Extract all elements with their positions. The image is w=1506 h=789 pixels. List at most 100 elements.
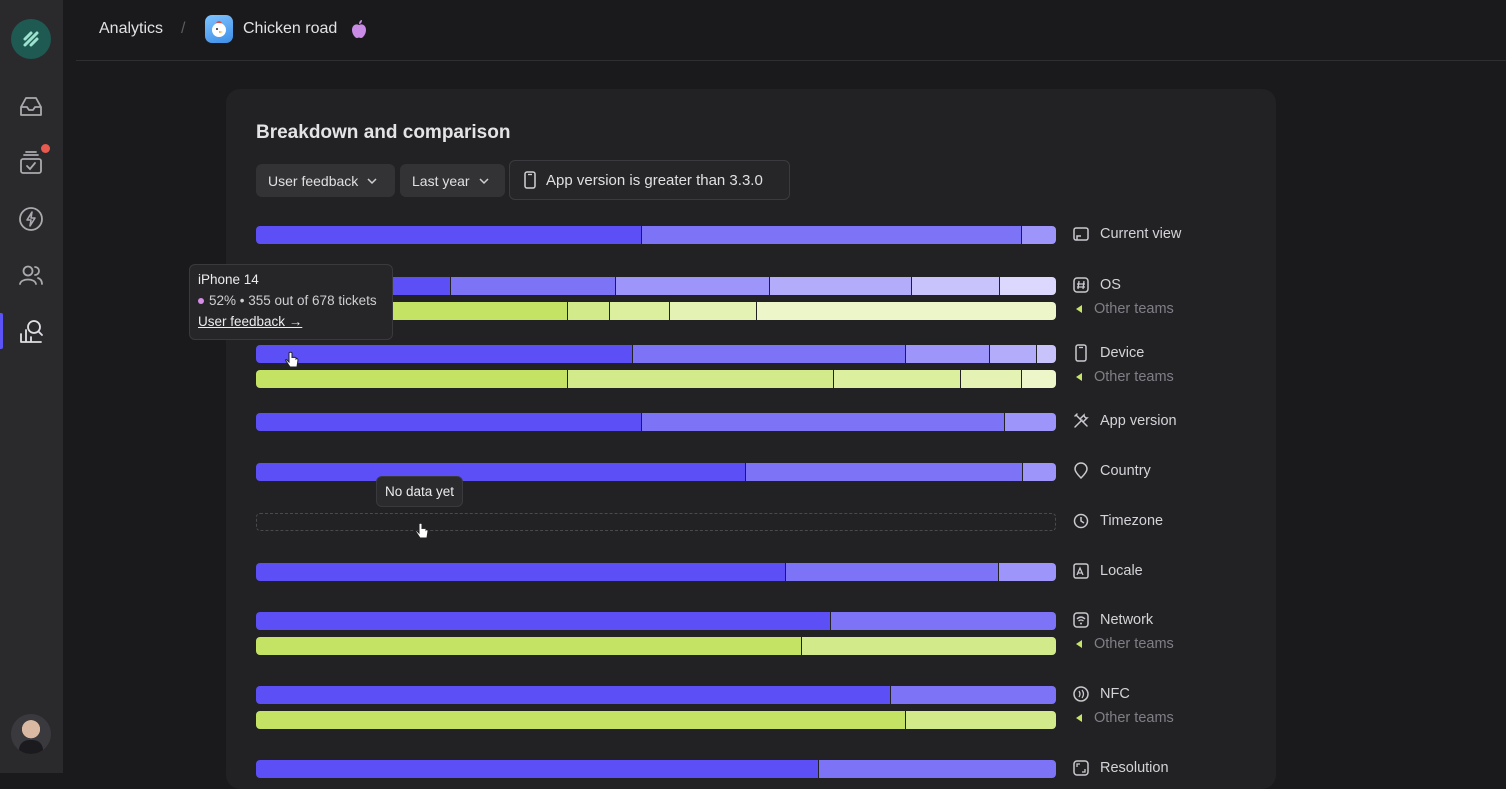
bar-segment[interactable] <box>819 760 1056 778</box>
sidebar <box>0 0 63 773</box>
period-dropdown[interactable]: Last year <box>400 164 505 197</box>
users-icon <box>19 265 43 285</box>
resolution-icon <box>1073 760 1089 776</box>
nfc-icon <box>1073 686 1089 702</box>
nav-analytics[interactable] <box>14 314 48 348</box>
bar-segment[interactable] <box>911 277 1000 295</box>
dropdown-label: Last year <box>412 172 470 189</box>
tooltip-title: iPhone 14 <box>198 272 259 287</box>
bar-nfc[interactable] <box>256 686 1056 704</box>
bar-timezone[interactable] <box>256 513 1056 531</box>
feedback-type-dropdown[interactable]: User feedback <box>256 164 395 197</box>
nav-tasks[interactable] <box>14 146 48 180</box>
wifi-icon <box>1073 612 1089 628</box>
bar-segment[interactable] <box>256 760 820 778</box>
bar-segment[interactable] <box>256 345 633 363</box>
bar-segment[interactable] <box>802 637 1056 655</box>
other-teams-text: Other teams <box>1094 301 1174 317</box>
segment-tooltip: iPhone 14 52% • 355 out of 678 tickets U… <box>189 264 393 340</box>
bar-segment[interactable] <box>786 563 1000 581</box>
breadcrumb-app[interactable]: Chicken road <box>243 20 338 37</box>
bar-segment[interactable] <box>256 686 892 704</box>
bar-device-other-teams[interactable] <box>256 370 1056 388</box>
bar-segment[interactable] <box>256 612 832 630</box>
bar-segment[interactable] <box>834 370 961 388</box>
bar-segment[interactable] <box>1023 463 1056 481</box>
bar-segment[interactable] <box>1022 226 1056 244</box>
bar-network-other-teams[interactable] <box>256 637 1056 655</box>
bar-segment[interactable] <box>999 277 1056 295</box>
row-label-text: Device <box>1100 345 1145 361</box>
bar-segment[interactable] <box>256 413 642 431</box>
bar-segment[interactable] <box>960 370 1023 388</box>
hash-icon <box>1073 277 1089 293</box>
tooltip-feedback-link[interactable]: User feedback → <box>198 314 303 329</box>
row-label-text: Country <box>1100 463 1151 479</box>
row-label-text: Resolution <box>1100 760 1169 776</box>
row-label-text: NFC <box>1100 686 1130 702</box>
bar-segment[interactable] <box>905 345 991 363</box>
brand-logo[interactable] <box>11 19 51 59</box>
bar-locale[interactable] <box>256 563 1056 581</box>
nav-users[interactable] <box>14 258 48 292</box>
other-teams-label: Other teams <box>1076 710 1174 726</box>
row-label-text: Locale <box>1100 563 1143 579</box>
bar-segment[interactable] <box>1022 370 1056 388</box>
user-avatar[interactable] <box>11 714 51 754</box>
bar-segment[interactable] <box>831 612 1056 630</box>
bar-segment[interactable] <box>610 302 671 320</box>
bar-segment[interactable] <box>256 463 747 481</box>
bar-segment[interactable] <box>746 463 1024 481</box>
nav-activity[interactable] <box>14 202 48 236</box>
bar-nfc-other-teams[interactable] <box>256 711 1056 729</box>
dropdown-label: User feedback <box>268 172 359 189</box>
bar-app-version[interactable] <box>256 413 1056 431</box>
bar-segment[interactable] <box>256 563 787 581</box>
bar-segment[interactable] <box>256 226 643 244</box>
bar-segment[interactable] <box>756 302 1056 320</box>
bar-segment[interactable] <box>642 226 1023 244</box>
bar-segment[interactable] <box>256 711 907 729</box>
bar-device[interactable] <box>256 345 1056 363</box>
row-label-nfc: NFC <box>1072 685 1130 703</box>
row-label-text: OS <box>1100 277 1121 293</box>
bar-segment[interactable] <box>999 563 1056 581</box>
bar-resolution[interactable] <box>256 760 1056 778</box>
chevron-down-icon <box>367 177 377 184</box>
bar-segment[interactable] <box>891 686 1056 704</box>
row-label-resolution: Resolution <box>1072 759 1169 777</box>
row-label-country: Country <box>1072 462 1151 480</box>
phone-icon <box>524 171 536 189</box>
bar-segment[interactable] <box>451 277 616 295</box>
bar-segment[interactable] <box>1004 413 1056 431</box>
other-teams-text: Other teams <box>1094 369 1174 385</box>
tray-check-icon <box>20 151 42 174</box>
chevron-down-icon <box>479 177 489 184</box>
breadcrumb-analytics[interactable]: Analytics <box>99 20 164 37</box>
bar-segment[interactable] <box>568 302 611 320</box>
top-bar: Analytics / Chicken road <box>76 0 1506 61</box>
row-label-os: OS <box>1072 276 1121 294</box>
other-teams-text: Other teams <box>1094 636 1174 652</box>
row-label-network: Network <box>1072 611 1153 629</box>
breakdown-card <box>226 89 1276 789</box>
active-nav-indicator <box>0 313 3 349</box>
bar-segment[interactable] <box>769 277 912 295</box>
bar-segment[interactable] <box>990 345 1037 363</box>
bar-segment[interactable] <box>256 370 568 388</box>
view-icon <box>1073 227 1089 241</box>
nav-inbox[interactable] <box>14 90 48 124</box>
bar-segment[interactable] <box>568 370 835 388</box>
tooltip-stat: 52% • 355 out of 678 tickets <box>198 293 384 308</box>
bar-segment[interactable] <box>670 302 757 320</box>
bar-current-view[interactable] <box>256 226 1056 244</box>
row-label-text: App version <box>1100 413 1177 429</box>
bar-segment[interactable] <box>1036 345 1056 363</box>
bar-segment[interactable] <box>906 711 1056 729</box>
bar-segment[interactable] <box>615 277 770 295</box>
app-version-filter[interactable]: App version is greater than 3.3.0 <box>509 160 790 200</box>
bar-segment[interactable] <box>632 345 906 363</box>
bar-segment[interactable] <box>641 413 1005 431</box>
bar-network[interactable] <box>256 612 1056 630</box>
bar-segment[interactable] <box>256 637 803 655</box>
